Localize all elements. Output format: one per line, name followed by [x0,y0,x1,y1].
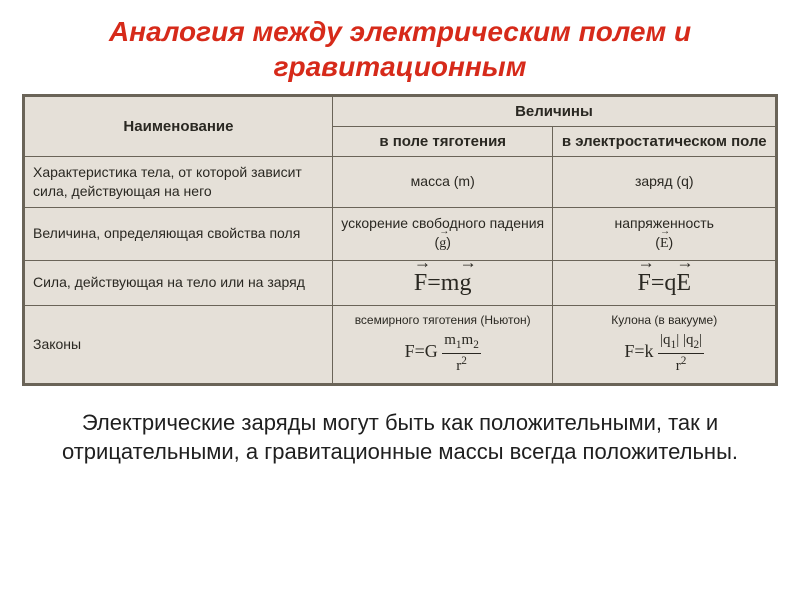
slide-caption: Электрические заряды могут быть как поло… [0,386,800,467]
row1-elec: заряд (q) [553,157,776,208]
row1-grav: масса (m) [332,157,553,208]
table-header-row-1: Наименование Величины [25,97,776,127]
slide-title: Аналогия между электрическим полем и гра… [0,0,800,94]
row4-label: Законы [25,305,333,383]
row3-elec: F=qE [553,260,776,305]
table-row: Величина, определяющая свойства поля уск… [25,207,776,260]
row3-grav: F=mg [332,260,553,305]
row2-elec: напряженность (E) [553,207,776,260]
header-name: Наименование [25,97,333,157]
table-row: Законы всемирного тяготения (Ньютон) F=G… [25,305,776,383]
table-row: Характеристика тела, от которой зависит … [25,157,776,208]
row2-label: Величина, определяющая свойства поля [25,207,333,260]
row1-label: Характеристика тела, от которой зависит … [25,157,333,208]
header-electrostatic: в электростатическом поле [553,127,776,157]
row4-grav: всемирного тяготения (Ньютон) F=G m1m2 r… [332,305,553,383]
header-gravitation: в поле тяготения [332,127,553,157]
analogy-table: Наименование Величины в поле тяготения в… [24,96,776,384]
row4-elec: Кулона (в вакууме) F=k |q1| |q2| r2 [553,305,776,383]
header-values: Величины [332,97,775,127]
analogy-table-wrapper: Наименование Величины в поле тяготения в… [22,94,778,386]
row3-label: Сила, действующая на тело или на заряд [25,260,333,305]
table-row: Сила, действующая на тело или на заряд F… [25,260,776,305]
row2-grav: ускорение свободного падения (g) [332,207,553,260]
